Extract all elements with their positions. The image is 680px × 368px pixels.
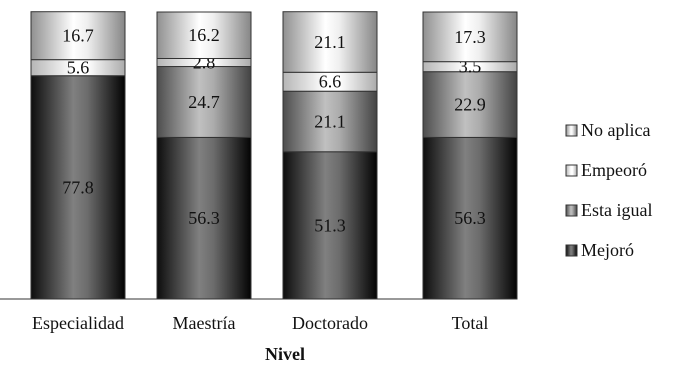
bar-segment-especialidad-mejoro (30, 75, 126, 300)
legend-swatch-mejoro (565, 244, 578, 257)
x-tick-labels: Especialidad Maestría Doctorado Total (32, 313, 488, 333)
bar-segment-especialidad-no-aplica (30, 11, 126, 61)
legend-label-esta-igual: Esta igual (581, 200, 652, 220)
x-axis-title: Nivel (265, 344, 305, 364)
x-tick-total: Total (452, 313, 489, 333)
data-label-doctorado-mejoro: 51.3 (314, 215, 346, 235)
data-label-total-mejoro: 56.3 (454, 208, 486, 228)
data-label-doctorado-empeoro: 6.6 (319, 72, 342, 92)
bar-segment-total-mejoro (422, 136, 518, 300)
bar-segment-maestria-esta-igual (156, 66, 252, 138)
bar-segment-maestria-no-aplica (156, 11, 252, 59)
data-label-total-esta-igual: 22.9 (454, 95, 486, 115)
x-tick-maestria: Maestría (173, 313, 236, 333)
legend-label-mejoro: Mejoró (581, 240, 634, 260)
data-label-especialidad-no-aplica: 16.7 (62, 26, 94, 46)
legend-swatch-esta-igual (565, 204, 578, 217)
data-label-maestria-no-aplica: 16.2 (188, 25, 220, 45)
x-tick-doctorado: Doctorado (292, 313, 368, 333)
data-label-maestria-esta-igual: 24.7 (188, 92, 220, 112)
bar-segment-doctorado-mejoro (282, 151, 378, 300)
bar-segment-total-no-aplica (422, 11, 518, 63)
data-label-doctorado-esta-igual: 21.1 (314, 111, 346, 131)
bar-segment-total-esta-igual (422, 71, 518, 138)
data-label-doctorado-no-aplica: 21.1 (314, 32, 346, 52)
legend-label-no-aplica: No aplica (581, 120, 650, 140)
data-label-total-no-aplica: 17.3 (454, 27, 486, 47)
legend-label-empeoro: Empeoró (581, 160, 647, 180)
bar-segment-doctorado-esta-igual (282, 90, 378, 153)
legend-swatch-no-aplica (565, 124, 578, 137)
bar-segment-maestria-mejoro (156, 136, 252, 300)
legend-swatch-empeoro (565, 164, 578, 177)
bar-segment-doctorado-no-aplica (282, 11, 378, 73)
legend: No aplica Empeoró Esta igual Mejoró (565, 120, 652, 260)
bars: 77.85.616.756.324.72.816.251.321.16.621.… (30, 11, 518, 300)
data-label-especialidad-empeoro: 5.6 (67, 58, 90, 78)
data-label-maestria-mejoro: 56.3 (188, 208, 220, 228)
data-label-especialidad-mejoro: 77.8 (62, 177, 94, 197)
x-tick-especialidad: Especialidad (32, 313, 124, 333)
